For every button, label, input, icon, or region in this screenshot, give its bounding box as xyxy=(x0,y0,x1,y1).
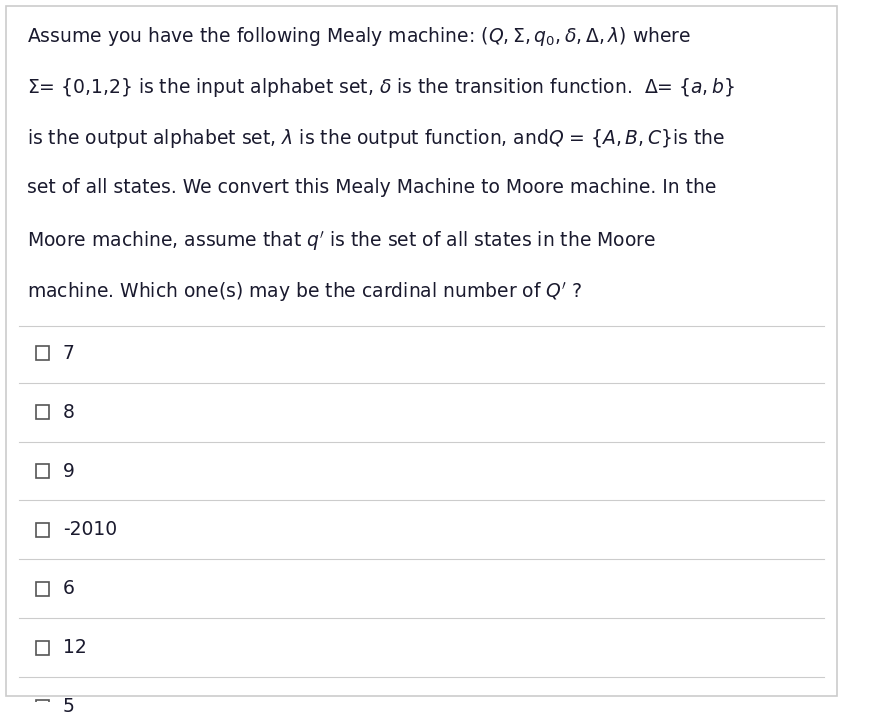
Text: $\Sigma$= {0,1,2} is the input alphabet set, $\delta$ is the transition function: $\Sigma$= {0,1,2} is the input alphabet … xyxy=(27,76,734,99)
Text: 8: 8 xyxy=(63,403,74,422)
FancyBboxPatch shape xyxy=(36,641,50,654)
Text: 5: 5 xyxy=(63,697,74,715)
FancyBboxPatch shape xyxy=(36,700,50,714)
Text: 9: 9 xyxy=(63,462,74,480)
Text: 6: 6 xyxy=(63,579,74,598)
FancyBboxPatch shape xyxy=(36,582,50,596)
FancyBboxPatch shape xyxy=(36,464,50,478)
FancyBboxPatch shape xyxy=(36,346,50,360)
Text: machine. Which one(s) may be the cardinal number of $Q'$ ?: machine. Which one(s) may be the cardina… xyxy=(27,280,582,304)
Text: set of all states. We convert this Mealy Machine to Moore machine. In the: set of all states. We convert this Mealy… xyxy=(27,177,716,197)
FancyBboxPatch shape xyxy=(5,6,837,696)
Text: 12: 12 xyxy=(63,638,87,657)
Text: is the output alphabet set, $\lambda$ is the output function, and$Q$ = {$A,B,C$}: is the output alphabet set, $\lambda$ is… xyxy=(27,127,725,149)
FancyBboxPatch shape xyxy=(36,405,50,419)
FancyBboxPatch shape xyxy=(36,523,50,537)
Text: -2010: -2010 xyxy=(63,521,117,539)
Text: Moore machine, assume that $q'$ is the set of all states in the Moore: Moore machine, assume that $q'$ is the s… xyxy=(27,229,656,252)
Text: 7: 7 xyxy=(63,344,74,363)
Text: Assume you have the following Mealy machine: $(Q,\Sigma,q_0,\delta,\Delta,\lambd: Assume you have the following Mealy mach… xyxy=(27,24,691,47)
